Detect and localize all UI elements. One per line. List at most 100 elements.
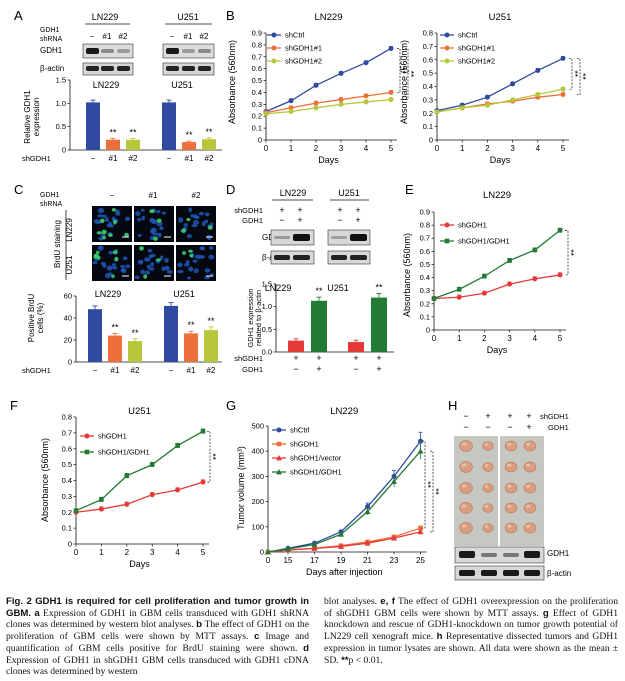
x-tick-label: −: [93, 366, 98, 375]
x-tick-label: #1: [111, 366, 120, 375]
tumor-highlight: [526, 484, 531, 488]
legend-label: shGDH1#1: [458, 44, 495, 53]
legend-label: shGDH1/vector: [290, 454, 342, 463]
western-blot: [454, 546, 545, 581]
nucleus: [164, 265, 170, 271]
legend-marker: [271, 58, 277, 64]
bar: [204, 330, 218, 362]
nucleus: [105, 216, 109, 223]
cell-line-label: U251: [65, 255, 74, 275]
western-blot: [270, 229, 371, 265]
brdu-nucleus: [207, 225, 213, 230]
legend-label: shGDH1#2: [285, 57, 322, 66]
series-line: [265, 91, 392, 114]
panel-f: F Absorbance (560nm) U251 0 0.1 0.2 0.3 0.4 0.…: [10, 398, 218, 569]
significance-label: **: [131, 328, 139, 338]
data-point: [73, 508, 79, 513]
tumor: [523, 482, 537, 494]
lane-mark: +: [526, 411, 531, 421]
caption-text: Representative dissected tumors and GDH1…: [324, 631, 618, 666]
nucleus: [188, 207, 193, 213]
x-tick-label: 3: [339, 144, 344, 153]
y-tick-label: 0.4: [423, 82, 433, 91]
y-tick-label: 0.8: [62, 413, 72, 422]
y-tick-label: 0.7: [420, 234, 430, 243]
significance-label: **: [129, 127, 137, 137]
data-point: [288, 108, 294, 114]
line-chart-g: LN229 0 100 200 300 400 500 0 15 17 19 21 23 25 Days a…: [251, 406, 441, 577]
nucleus: [204, 268, 211, 273]
caption-label: Fig. 2: [6, 596, 32, 607]
bar: [108, 335, 122, 362]
y-axis-label: Tumor volume (mm³): [236, 446, 246, 530]
series-line: [265, 47, 392, 113]
x-tick-label: 3: [150, 548, 155, 557]
x-tick-label: 3: [510, 144, 515, 153]
panel-c: C GDH1 shRNA − #1 #2 BrdU staining LN229…: [14, 182, 222, 375]
nucleus: [121, 267, 127, 274]
nucleus: [125, 264, 130, 269]
y-tick-label: 1.5: [262, 280, 272, 289]
panel-d: D LN229 U251 shGDH1 GDH1 + + + + − + − +…: [226, 182, 394, 374]
row-label: GDH1: [242, 216, 263, 225]
nucleus: [186, 234, 193, 239]
data-point: [313, 105, 319, 111]
nucleus: [192, 259, 198, 263]
data-point: [418, 438, 423, 444]
nucleus: [97, 207, 105, 214]
bar: [86, 102, 100, 150]
data-point: [364, 508, 371, 515]
brdu-nucleus: [186, 218, 191, 222]
data-point: [388, 97, 394, 103]
tumor: [482, 503, 494, 513]
column-label: #1: [149, 191, 158, 200]
x-tick-label: 0: [74, 548, 79, 557]
x-tick-label: 0: [432, 334, 437, 343]
bar: [311, 300, 327, 352]
lane-mark: −: [353, 364, 358, 374]
nucleus: [198, 211, 205, 216]
significance-label: **: [578, 73, 588, 80]
x-tick-label: 23: [390, 556, 399, 565]
x-axis-label: Days: [129, 559, 150, 569]
legend-label: shGDH1/GDH1: [290, 468, 342, 477]
data-point: [99, 497, 104, 502]
significance-bracket: [397, 48, 401, 93]
cell-line-label: U251: [177, 12, 199, 22]
data-point: [200, 428, 206, 434]
x-tick-label: 1: [289, 144, 294, 153]
tumor: [482, 523, 494, 533]
caption-text: Expression of GDH1 in GBM cells transduc…: [6, 607, 309, 631]
series-line: [436, 57, 564, 112]
line-chart-b-ln229: LN229 0 0.1 0.2 0.3 0.4 0.5 0.6 0.7 0.8 0.9 0 1 2 3 4 5 D…: [252, 12, 416, 165]
brdu-nucleus: [95, 250, 100, 255]
blot-label-gdh1: GDH1: [40, 46, 63, 55]
x-axis-lead-label: shGDH1: [22, 366, 51, 375]
y-axis-label: Absorbance (560nm): [399, 40, 409, 124]
line-chart-b-u251: U251 0 0.1 0.2 0.3 0.4 0.5 0.6 0.7 0.8 0 1 2 3 4 5 Days s…: [423, 12, 588, 165]
caption-part-label: c: [254, 631, 260, 643]
data-point: [459, 105, 465, 111]
y-tick-label: 1.0: [56, 99, 66, 108]
lane-mark: +: [526, 422, 531, 432]
x-tick-label: 5: [561, 144, 566, 153]
nucleus: [208, 254, 215, 260]
brdu-nucleus: [156, 258, 162, 262]
nucleus: [188, 266, 194, 272]
x-tick-label: 4: [536, 144, 541, 153]
nucleus: [191, 223, 198, 228]
y-axis-label: GDH1 expression: [246, 288, 255, 347]
nucleus: [201, 221, 207, 227]
tumor-highlight: [507, 524, 512, 528]
nucleus: [137, 233, 142, 238]
y-tick-label: 0.1: [62, 524, 72, 533]
caption-part-label: b: [196, 619, 203, 631]
tumor-highlight: [461, 484, 467, 488]
lane-mark: +: [316, 353, 321, 363]
y-tick-label: 0.4: [420, 273, 430, 282]
tumor: [523, 522, 537, 534]
data-point: [175, 487, 181, 493]
brdu-nucleus: [101, 229, 107, 235]
data-point: [388, 45, 394, 51]
